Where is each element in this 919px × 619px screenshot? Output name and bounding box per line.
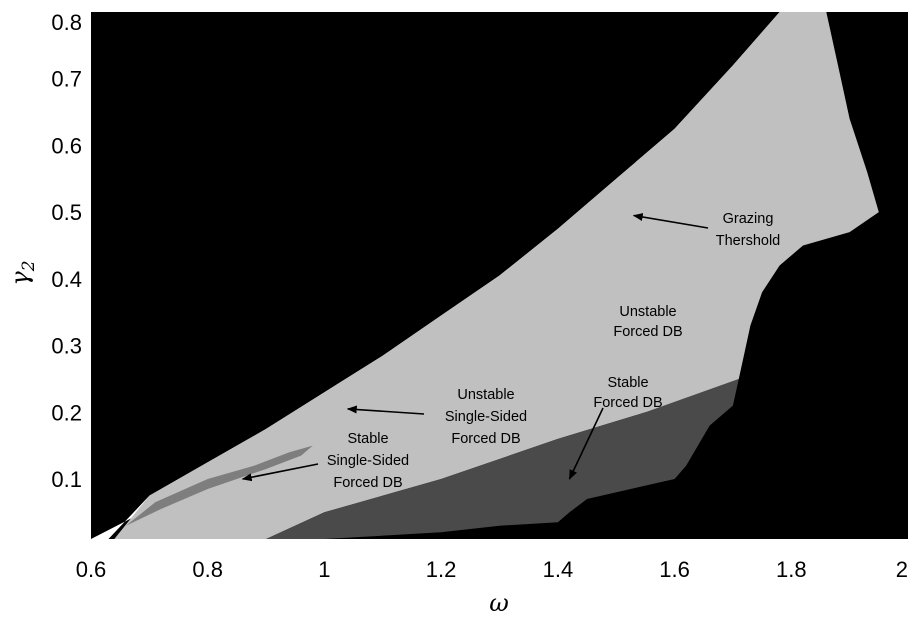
x-tick-labels: 0.6 0.8 1 1.2 1.4 1.6 1.8 2 [76, 557, 908, 582]
y-tick-label: 0.2 [51, 400, 82, 425]
y-axis-label: γ2 [6, 260, 39, 285]
x-tick-label: 1.8 [776, 557, 807, 582]
annotation-line: Forced DB [451, 431, 520, 447]
x-tick-label: 2 [896, 557, 908, 582]
annotation-label: Stable Single-Sided Forced DB [327, 431, 409, 491]
x-tick-label: 1.6 [659, 557, 690, 582]
x-tick-label: 1.4 [543, 557, 574, 582]
y-tick-label: 0.7 [51, 67, 82, 92]
y-tick-labels: 0.1 0.2 0.3 0.4 0.5 0.6 0.7 0.8 [51, 10, 82, 492]
annotation-label: Unstable Forced DB [613, 304, 682, 340]
annotation-line: Forced DB [613, 324, 682, 340]
region-stable-forced-db [266, 378, 739, 539]
annotation-arrow [241, 463, 319, 482]
y-tick-label: 0.3 [51, 334, 82, 359]
annotation-line: Unstable [619, 304, 676, 320]
y-tick-label: 0.1 [51, 467, 82, 492]
annotations-layer: Grazing Thershold Unstable Forced DB Stable F… [241, 211, 780, 491]
annotation-line: Single-Sided [445, 409, 527, 425]
annotation-label: Unstable Single-Sided Forced DB [445, 387, 527, 447]
annotation-line: Forced DB [333, 475, 402, 491]
annotation-line: Grazing [723, 211, 774, 227]
annotation-line: Single-Sided [327, 453, 409, 469]
x-tick-label: 0.8 [192, 557, 223, 582]
y-axis-label-symbol: γ [6, 271, 34, 286]
annotation-line: Stable [347, 431, 388, 447]
region-stable-single-sided [126, 445, 313, 526]
y-tick-label: 0.8 [51, 10, 82, 35]
x-axis-label: ω [489, 589, 509, 617]
x-tick-label: 1 [318, 557, 330, 582]
y-tick-label: 0.6 [51, 133, 82, 158]
annotation-arrow [632, 213, 709, 229]
x-tick-label: 1.2 [426, 557, 457, 582]
regions-layer [91, 12, 879, 539]
y-tick-label: 0.5 [51, 200, 82, 225]
x-tick-label: 0.6 [76, 557, 107, 582]
annotation-arrow [346, 405, 425, 415]
annotation-line: Unstable [457, 387, 514, 403]
annotation-line: Forced DB [593, 395, 662, 411]
annotation-label: Stable Forced DB [593, 375, 662, 411]
annotation-label: Grazing Thershold [716, 211, 780, 249]
y-axis-label-subscript: 2 [19, 260, 39, 272]
annotation-arrow [568, 407, 604, 480]
annotation-line: Thershold [716, 233, 780, 249]
annotation-line: Stable [607, 375, 648, 391]
y-tick-label: 0.4 [51, 267, 82, 292]
region-unstable-forced-db [114, 12, 879, 539]
